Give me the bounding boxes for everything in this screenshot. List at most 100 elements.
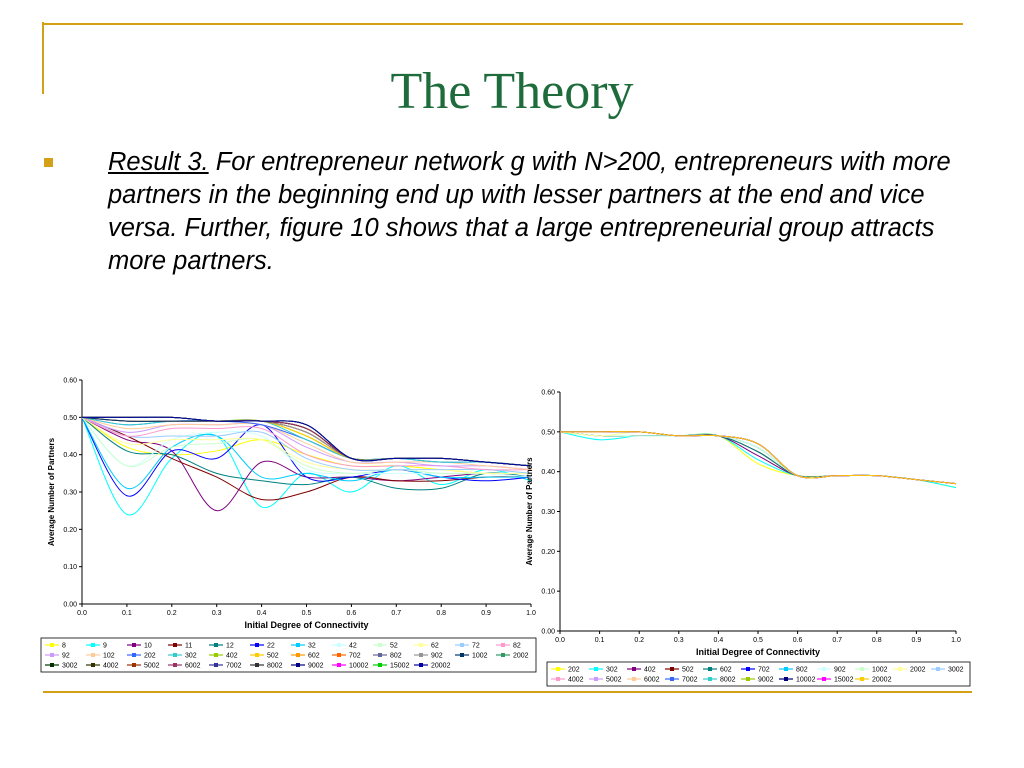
series-line (560, 431, 957, 485)
legend-label: 10002 (349, 663, 369, 670)
legend-label: 9 (103, 643, 107, 650)
x-axis-title: Initial Degree of Connectivity (244, 620, 368, 630)
legend-marker (91, 643, 95, 647)
legend-label: 802 (390, 653, 402, 660)
series-line (560, 431, 957, 485)
legend-marker (255, 653, 259, 657)
legend-label: 202 (144, 653, 156, 660)
series-line (81, 416, 532, 471)
x-tick-label: 1.0 (526, 610, 536, 617)
legend-marker (556, 677, 560, 681)
chart: 0.00 0.10 0.20 0.30 0.40 0.50 0.60 0.0 0.1 0.2 0.3… (40, 378, 537, 673)
legend-label: 9002 (758, 677, 774, 684)
y-tick-label: 0.50 (541, 429, 555, 436)
legend-marker (822, 677, 826, 681)
legend-marker (255, 663, 259, 667)
x-tick-label: 0.8 (872, 637, 882, 644)
legend-label: 52 (390, 643, 398, 650)
series-line (560, 431, 957, 485)
x-tick-label: 0.1 (595, 637, 605, 644)
legend-label: 12 (226, 643, 234, 650)
legend-label: 15002 (834, 677, 854, 684)
legend-marker (746, 677, 750, 681)
legend-box (40, 637, 537, 673)
legend-label: 4002 (568, 677, 584, 684)
legend-label: 902 (431, 653, 443, 660)
series-line (81, 416, 532, 474)
x-tick-label: 0.1 (122, 610, 132, 617)
legend-label: 2002 (513, 653, 529, 660)
legend-marker (670, 667, 674, 671)
series-line (559, 431, 957, 489)
legend-marker (173, 643, 177, 647)
y-tick-label: 0.60 (541, 390, 555, 397)
legend-label: 92 (62, 653, 70, 660)
legend-label: 6002 (644, 677, 660, 684)
legend-label: 402 (226, 653, 238, 660)
x-tick-label: 0.3 (212, 610, 222, 617)
y-tick-label: 0.40 (541, 469, 555, 476)
legend-label: 8 (62, 643, 66, 650)
series-line (81, 416, 532, 467)
legend-marker (91, 663, 95, 667)
series-line (81, 416, 531, 475)
legend-marker (632, 667, 636, 671)
legend-marker (670, 677, 674, 681)
legend-marker (784, 667, 788, 671)
x-tick-label: 0.5 (753, 637, 763, 644)
legend-marker (708, 677, 712, 681)
x-tick-label: 0.7 (832, 637, 842, 644)
legend-label: 2002 (910, 667, 926, 674)
series-line (559, 431, 957, 485)
legend-marker (132, 653, 136, 657)
legend-label: 10 (144, 643, 152, 650)
y-tick-label: 0.20 (63, 527, 77, 534)
series-line (81, 416, 532, 501)
y-tick-label: 0.20 (541, 549, 555, 556)
legend-label: 6002 (185, 663, 201, 670)
bullet-marker (44, 158, 53, 167)
legend-label: 602 (720, 667, 732, 674)
legend-marker (337, 653, 341, 657)
legend-label: 202 (568, 667, 580, 674)
legend-marker (214, 663, 218, 667)
legend-marker (255, 643, 259, 647)
y-tick-label: 0.10 (541, 589, 555, 596)
series-line (81, 416, 532, 471)
series-line (81, 416, 532, 475)
y-axis-title: Average Number of Partners (525, 457, 534, 566)
legend-marker (296, 663, 300, 667)
legend-label: 62 (431, 643, 439, 650)
legend-label: 1002 (472, 653, 488, 660)
legend-label: 702 (349, 653, 361, 660)
bullet-text: Result 3. For entrepreneur network g wit… (108, 146, 978, 278)
legend-label: 102 (103, 653, 115, 660)
legend-label: 5002 (606, 677, 622, 684)
legend-box (546, 661, 971, 687)
legend-marker (50, 653, 54, 657)
x-tick-label: 0.7 (391, 610, 401, 617)
series-line (559, 431, 957, 485)
legend-marker (860, 667, 864, 671)
y-axis-title: Average Number of Partners (47, 437, 56, 546)
series-line (559, 431, 957, 485)
legend-marker (337, 643, 341, 647)
legend-marker (173, 663, 177, 667)
y-tick-label: 0.00 (63, 602, 77, 609)
y-tick-label: 0.30 (541, 509, 555, 516)
chart: 0.00 0.10 0.20 0.30 0.40 0.50 0.60 0.0 0.1 0.2 0.3… (525, 390, 971, 687)
series-line (81, 416, 532, 475)
legend-marker (594, 677, 598, 681)
legend-label: 15002 (390, 663, 410, 670)
legend-label: 11 (185, 643, 192, 650)
series-line (560, 431, 957, 485)
legend-marker (50, 643, 54, 647)
legend-label: 502 (267, 653, 279, 660)
legend-marker (501, 653, 505, 657)
series-line (81, 417, 532, 497)
legend-label: 7002 (226, 663, 242, 670)
x-tick-label: 1.0 (951, 637, 961, 644)
legend-label: 8002 (267, 663, 283, 670)
